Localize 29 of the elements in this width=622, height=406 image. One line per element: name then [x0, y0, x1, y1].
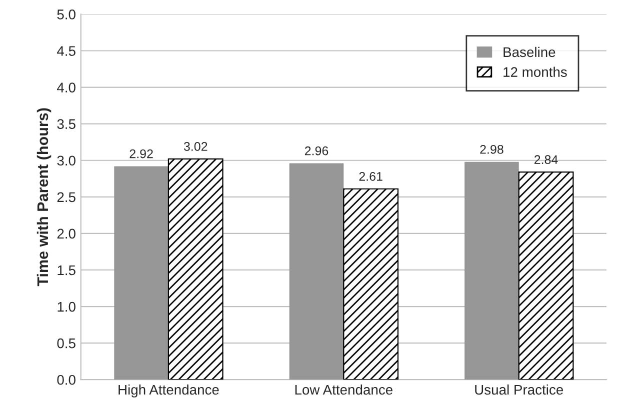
y-tick-label: 3.5 — [57, 119, 76, 129]
y-tick-label: 1.5 — [58, 265, 76, 276]
data-label: 3.02 — [184, 142, 208, 151]
bar — [114, 166, 168, 380]
y-tick-label: 5.0 — [57, 10, 76, 20]
y-axis-title: Time with Parent (hours) — [36, 108, 52, 286]
x-tick-label: Low Attendance — [295, 384, 392, 395]
y-tick-label: 0.0 — [57, 374, 76, 385]
bar — [343, 188, 399, 380]
bar — [518, 172, 574, 380]
y-tick-label: 4.5 — [57, 46, 76, 56]
data-label: 2.84 — [534, 155, 558, 164]
bar — [168, 158, 224, 380]
y-tick-label: 3.0 — [57, 156, 76, 166]
bar — [289, 163, 344, 380]
y-tick-label: 2.5 — [57, 192, 76, 202]
legend-label: 12 months — [504, 66, 567, 77]
data-label: 2.98 — [480, 144, 504, 154]
y-tick-label: 0.5 — [57, 338, 76, 348]
x-tick-label: Usual Practice — [475, 384, 564, 395]
y-tick-label: 4.0 — [57, 82, 76, 92]
legend-label: Baseline — [504, 46, 556, 58]
data-label: 2.96 — [304, 146, 328, 156]
y-tick-label: 2.0 — [57, 228, 76, 239]
x-tick-label: High Attendance — [118, 384, 219, 398]
y-tick-label: 1.0 — [58, 302, 76, 312]
data-label: 2.92 — [130, 149, 153, 158]
data-label: 2.61 — [359, 172, 382, 181]
bar — [464, 162, 519, 380]
